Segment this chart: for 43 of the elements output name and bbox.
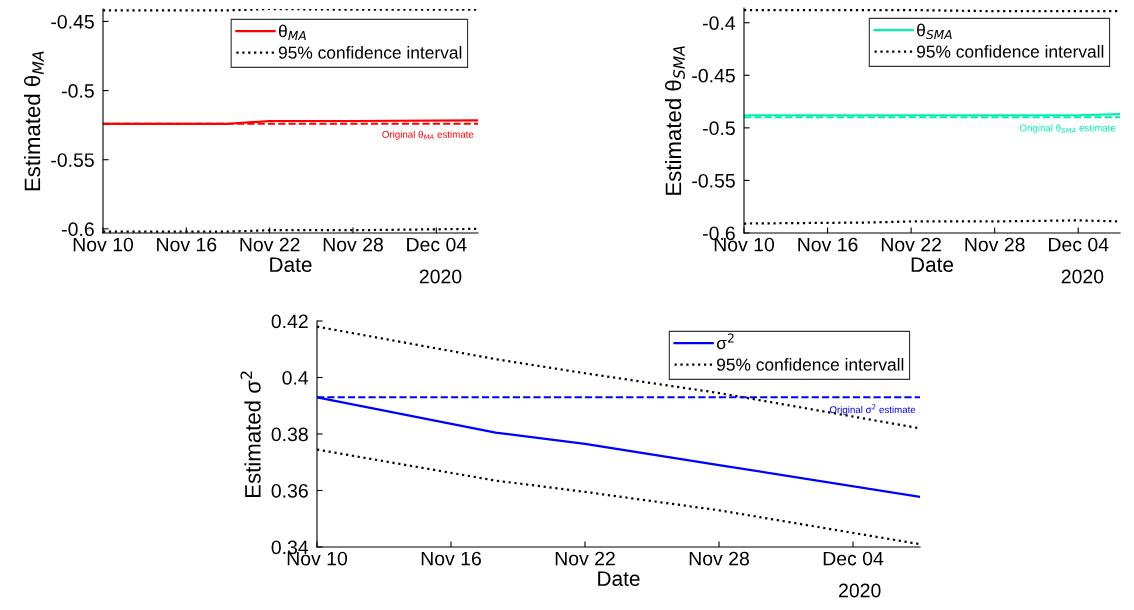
x-axis-title: Date: [598, 571, 640, 586]
x-tick-label: Nov 10: [73, 237, 134, 252]
x-tick-label: Nov 22: [555, 551, 615, 566]
y-tick-label: 0.38: [271, 427, 308, 442]
y-axis-title: Estimated θ$_{SMA}$: [664, 46, 685, 195]
x-tick-label: Dec 04: [823, 551, 884, 566]
x-tick-label: Nov 16: [798, 237, 858, 252]
text: 2020: [1061, 269, 1104, 284]
x-tick-label: Nov 22: [881, 237, 941, 252]
y-tick-label: -0.5: [62, 84, 94, 98]
y-tick-label: 0.36: [271, 483, 308, 498]
x-tick-label: Nov 28: [323, 237, 383, 252]
x-axis-title: Date: [270, 257, 312, 272]
x-tick-label: Nov 16: [157, 237, 217, 252]
x-tick-label: Dec 04: [407, 237, 467, 252]
legend-label: θ$_{SMA}$: [917, 23, 952, 40]
x-tick-label: Nov 28: [965, 237, 1025, 252]
x-tick-label: Nov 16: [421, 551, 481, 566]
y-tick-label: -0.5: [703, 121, 735, 136]
x-axis-title: Date: [911, 257, 954, 272]
text: 2020: [839, 583, 881, 598]
y-tick-label: -0.45: [51, 14, 94, 29]
y-tick-label: -0.55: [51, 153, 94, 167]
legend-label: θ$_{MA}$: [278, 24, 306, 40]
y-tick-label: 0.42: [271, 314, 308, 329]
x-tick-label: Nov 28: [689, 551, 749, 566]
legend-label: 95% confidence intervall: [917, 45, 1104, 58]
y-axis-title: Estimated σ$^{2}$: [240, 371, 261, 497]
y-axis-title: Estimated θ$_{MA}$: [23, 51, 44, 191]
y-tick-label: -0.45: [692, 68, 735, 83]
legend-label: 95% confidence intervall: [717, 358, 904, 371]
y-tick-label: 0.4: [282, 370, 309, 385]
y-tick-label: -0.6: [62, 222, 94, 237]
text: 2020: [419, 269, 462, 284]
x-tick-label: Dec 04: [1049, 237, 1109, 252]
ref-line-label: Original σ$^{2}$ estimate: [829, 404, 916, 416]
ref-line-label: Original θ$_{MA}$ estimate: [382, 130, 474, 140]
legend-label: σ$^{2}$: [716, 333, 734, 350]
ref-line-label: Original θ$_{SMA}$ estimate: [1019, 124, 1116, 134]
y-tick-label: -0.4: [703, 16, 736, 30]
legend-label: 95% confidence interval: [278, 46, 462, 59]
x-tick-label: Nov 22: [240, 237, 300, 252]
y-tick-label: -0.55: [692, 173, 735, 188]
